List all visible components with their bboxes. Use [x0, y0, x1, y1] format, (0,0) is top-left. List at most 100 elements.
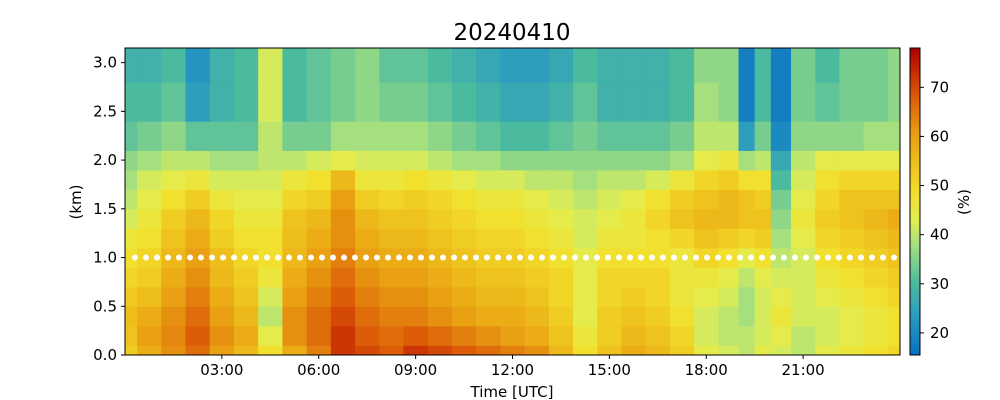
heatmap-cell	[573, 267, 598, 288]
heatmap-cell	[738, 189, 756, 210]
heatmap-cell	[451, 267, 477, 288]
heatmap-cell	[451, 228, 477, 249]
heatmap-cell	[754, 169, 772, 190]
heatmap-cell	[209, 228, 235, 249]
heatmap-cell	[863, 345, 889, 355]
x-tick-label: 15:00	[588, 361, 631, 379]
heatmap-cell	[330, 189, 356, 210]
heatmap-cell	[379, 189, 405, 210]
heatmap-cell	[621, 121, 647, 151]
heatmap-cell	[330, 121, 356, 151]
heatmap-cell	[185, 208, 211, 229]
heatmap-cell	[815, 189, 841, 210]
heatmap-cell	[500, 189, 526, 210]
heatmap-cell	[209, 82, 235, 122]
heatmap-cell	[233, 48, 259, 83]
heatmap-cell	[355, 189, 380, 210]
heatmap-cell	[815, 228, 841, 249]
heatmap-cell	[863, 325, 889, 346]
heatmap-cell	[694, 121, 719, 151]
heatmap-cell	[839, 345, 865, 355]
y-tick-label: 0.0	[93, 346, 117, 364]
heatmap-cell	[185, 228, 211, 249]
heatmap-cell	[403, 345, 429, 355]
heatmap-cell	[258, 189, 284, 210]
heatmap-cell	[863, 286, 889, 307]
heatmap-cell	[839, 306, 865, 327]
heatmap-cell	[791, 208, 816, 229]
heatmap-cell	[839, 169, 865, 190]
heatmap-cell	[161, 286, 187, 307]
heatmap-cell	[355, 286, 380, 307]
heatmap-cell	[209, 189, 235, 210]
heatmap-cell	[500, 121, 526, 151]
heatmap-cell	[125, 208, 138, 229]
heatmap-cell	[524, 286, 550, 307]
heatmap-cell	[573, 121, 598, 151]
heatmap-cell	[403, 325, 429, 346]
heatmap-cell	[718, 286, 740, 307]
heatmap-cell	[770, 121, 792, 151]
colorbar-tick-label: 50	[930, 177, 949, 195]
heatmap-cell	[645, 169, 671, 190]
heatmap-cell	[621, 82, 647, 122]
heatmap-cell	[754, 208, 772, 229]
heatmap-cell	[185, 150, 211, 171]
heatmap-cell	[233, 228, 259, 249]
heatmap-cell	[887, 345, 900, 355]
heatmap-cell	[403, 208, 429, 229]
heatmap-cell	[791, 267, 816, 288]
heatmap-cell	[718, 267, 740, 288]
heatmap-cell	[137, 121, 162, 151]
heatmap-cell	[330, 228, 356, 249]
heatmap-cell	[258, 48, 284, 83]
heatmap-cell	[233, 189, 259, 210]
heatmap-cell	[258, 267, 284, 288]
heatmap-cell	[863, 247, 889, 268]
heatmap-cell	[330, 345, 356, 355]
heatmap-cell	[355, 169, 380, 190]
heatmap-cell	[476, 286, 501, 307]
heatmap-cell	[770, 208, 792, 229]
heatmap-cell	[282, 82, 308, 122]
heatmap-cell	[718, 169, 740, 190]
heatmap-cell	[233, 82, 259, 122]
heatmap-cell	[427, 169, 453, 190]
heatmap-cell	[887, 306, 900, 327]
heatmap-cell	[669, 208, 695, 229]
heatmap-cell	[161, 267, 187, 288]
heatmap-cell	[645, 247, 671, 268]
heatmap-cell	[427, 306, 453, 327]
heatmap-cell	[863, 150, 889, 171]
heatmap-cell	[125, 247, 138, 268]
heatmap-cell	[379, 306, 405, 327]
heatmap-cell	[330, 169, 356, 190]
heatmap-cell	[476, 228, 501, 249]
heatmap-cell	[645, 267, 671, 288]
x-tick-label: 03:00	[200, 361, 243, 379]
heatmap-cell	[524, 150, 550, 171]
heatmap-cell	[548, 169, 574, 190]
heatmap-cell	[621, 189, 647, 210]
heatmap-cell	[451, 189, 477, 210]
heatmap-cell	[621, 169, 647, 190]
heatmap-cell	[573, 306, 598, 327]
heatmap-cell	[770, 286, 792, 307]
heatmap-cell	[597, 82, 623, 122]
heatmap-cell	[573, 82, 598, 122]
heatmap-cell	[754, 189, 772, 210]
heatmap-cell	[161, 121, 187, 151]
heatmap-cell	[330, 48, 356, 83]
heatmap-cell	[233, 306, 259, 327]
heatmap-cell	[815, 267, 841, 288]
heatmap-cell	[887, 325, 900, 346]
heatmap-cell	[524, 325, 550, 346]
heatmap-cell	[597, 189, 623, 210]
heatmap-cell	[209, 150, 235, 171]
heatmap-cell	[282, 169, 308, 190]
heatmap-cell	[355, 121, 380, 151]
heatmap-cell	[887, 189, 900, 210]
heatmap-cell	[770, 48, 792, 83]
heatmap-cell	[718, 306, 740, 327]
heatmap-cell	[597, 325, 623, 346]
